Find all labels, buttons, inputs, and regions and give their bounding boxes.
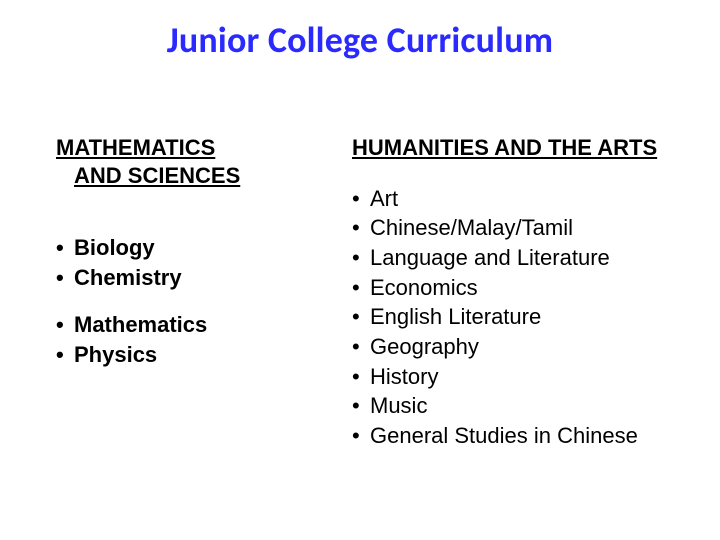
list-item: • Physics: [56, 340, 346, 370]
list-item-label: Economics: [370, 273, 478, 303]
list-item-label: Geography: [370, 332, 479, 362]
spacer: [56, 197, 346, 233]
list-item: • Language and Literature: [352, 243, 692, 273]
left-heading-line1: MATHEMATICS: [56, 135, 215, 160]
bullet-icon: •: [352, 421, 370, 451]
left-column: MATHEMATICS AND SCIENCES • Biology • Che…: [56, 134, 346, 370]
list-item: • Biology: [56, 233, 346, 263]
list-item-label: English Literature: [370, 302, 541, 332]
list-item-label: Physics: [74, 340, 157, 370]
spacer: [352, 170, 692, 184]
list-item: • Art: [352, 184, 692, 214]
list-item: • Chinese/Malay/Tamil: [352, 213, 692, 243]
slide-title: Junior College Curriculum: [0, 18, 720, 62]
list-item-label: General Studies in Chinese: [370, 421, 638, 451]
bullet-icon: •: [56, 233, 74, 263]
bullet-icon: •: [352, 243, 370, 273]
left-heading: MATHEMATICS AND SCIENCES: [56, 134, 346, 189]
list-item: • Economics: [352, 273, 692, 303]
list-item: • Chemistry: [56, 263, 346, 293]
list-item-label: Mathematics: [74, 310, 207, 340]
spacer: [56, 292, 346, 310]
bullet-icon: •: [352, 184, 370, 214]
list-item-label: Chemistry: [74, 263, 182, 293]
list-item-label: Chinese/Malay/Tamil: [370, 213, 573, 243]
slide: Junior College Curriculum MATHEMATICS AN…: [0, 0, 720, 540]
right-column: HUMANITIES AND THE ARTS • Art • Chinese/…: [352, 134, 692, 451]
list-item: • Geography: [352, 332, 692, 362]
list-item: • General Studies in Chinese: [352, 421, 692, 451]
list-item: • Music: [352, 391, 692, 421]
bullet-icon: •: [352, 213, 370, 243]
list-item-label: Art: [370, 184, 398, 214]
bullet-icon: •: [352, 302, 370, 332]
list-item: • History: [352, 362, 692, 392]
bullet-icon: •: [352, 273, 370, 303]
list-item-label: Biology: [74, 233, 155, 263]
left-heading-line2: AND SCIENCES: [56, 162, 346, 190]
list-item-label: History: [370, 362, 438, 392]
bullet-icon: •: [56, 263, 74, 293]
list-item: • English Literature: [352, 302, 692, 332]
bullet-icon: •: [352, 332, 370, 362]
right-heading-line1: HUMANITIES AND THE ARTS: [352, 135, 657, 160]
list-item: • Mathematics: [56, 310, 346, 340]
bullet-icon: •: [56, 310, 74, 340]
bullet-icon: •: [352, 362, 370, 392]
bullet-icon: •: [56, 340, 74, 370]
list-item-label: Music: [370, 391, 427, 421]
bullet-icon: •: [352, 391, 370, 421]
list-item-label: Language and Literature: [370, 243, 610, 273]
right-heading: HUMANITIES AND THE ARTS: [352, 134, 692, 162]
